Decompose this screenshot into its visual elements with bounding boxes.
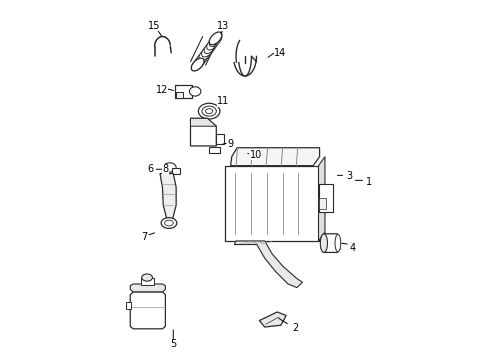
Ellipse shape [207, 37, 220, 50]
Bar [175, 85, 192, 98]
Bar [141, 278, 153, 285]
Ellipse shape [190, 87, 201, 96]
Ellipse shape [163, 163, 176, 172]
Ellipse shape [320, 234, 327, 252]
Polygon shape [321, 234, 340, 252]
Polygon shape [225, 166, 318, 241]
Text: 14: 14 [274, 48, 286, 58]
Ellipse shape [209, 34, 222, 46]
Ellipse shape [202, 106, 216, 116]
Ellipse shape [335, 234, 341, 252]
Ellipse shape [199, 48, 212, 60]
Bar [318, 184, 333, 212]
Bar [172, 168, 180, 174]
Text: 5: 5 [170, 339, 176, 349]
Ellipse shape [239, 151, 247, 157]
Polygon shape [234, 241, 302, 288]
Ellipse shape [196, 51, 209, 64]
Polygon shape [191, 118, 216, 126]
Polygon shape [318, 157, 325, 241]
Bar [176, 92, 183, 98]
Polygon shape [216, 134, 224, 144]
Ellipse shape [201, 44, 214, 57]
Text: 9: 9 [227, 139, 234, 149]
Text: 6: 6 [147, 164, 153, 174]
Text: 10: 10 [249, 150, 262, 160]
Text: 8: 8 [162, 164, 169, 174]
Ellipse shape [198, 103, 220, 119]
Text: 11: 11 [218, 96, 230, 106]
Text: 13: 13 [218, 21, 230, 31]
Ellipse shape [191, 58, 204, 71]
Polygon shape [130, 284, 166, 292]
Ellipse shape [209, 32, 222, 45]
Polygon shape [160, 174, 176, 220]
Polygon shape [130, 292, 166, 329]
Text: 15: 15 [148, 21, 161, 31]
Bar [126, 302, 131, 309]
Ellipse shape [142, 274, 152, 281]
Bar [209, 147, 220, 153]
Text: 1: 1 [366, 177, 372, 187]
Ellipse shape [191, 58, 204, 71]
Ellipse shape [205, 109, 213, 114]
Text: 2: 2 [292, 323, 298, 333]
Text: 7: 7 [141, 232, 147, 242]
Text: 12: 12 [156, 85, 168, 95]
Polygon shape [225, 232, 325, 241]
Polygon shape [231, 148, 319, 166]
Ellipse shape [204, 41, 217, 54]
Polygon shape [191, 118, 216, 146]
Text: 4: 4 [349, 243, 356, 253]
Text: 3: 3 [346, 171, 352, 181]
Ellipse shape [161, 218, 177, 228]
Ellipse shape [165, 220, 173, 226]
Bar [319, 198, 326, 209]
Ellipse shape [194, 55, 207, 67]
Polygon shape [259, 312, 286, 327]
